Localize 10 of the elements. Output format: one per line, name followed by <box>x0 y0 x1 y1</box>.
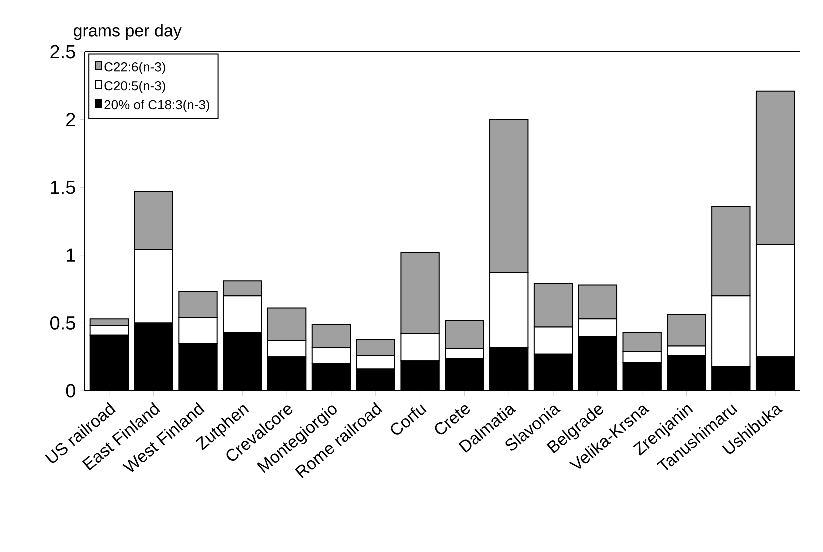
y-axis-title: grams per day <box>74 24 182 40</box>
legend-label: C22:6(n-3) <box>104 62 166 74</box>
y-tick-label: 1.5 <box>51 180 76 194</box>
legend-label: C20:5(n-3) <box>104 81 166 94</box>
y-tick-label: 2.5 <box>50 45 76 59</box>
y-tick-label: 1 <box>67 248 76 262</box>
y-tick-label: 2 <box>66 113 76 126</box>
y-tick-label: 0 <box>66 384 76 398</box>
legend-label: 20% of C18:3(n-3) <box>104 100 210 112</box>
y-tick-label: 0.5 <box>50 316 76 330</box>
